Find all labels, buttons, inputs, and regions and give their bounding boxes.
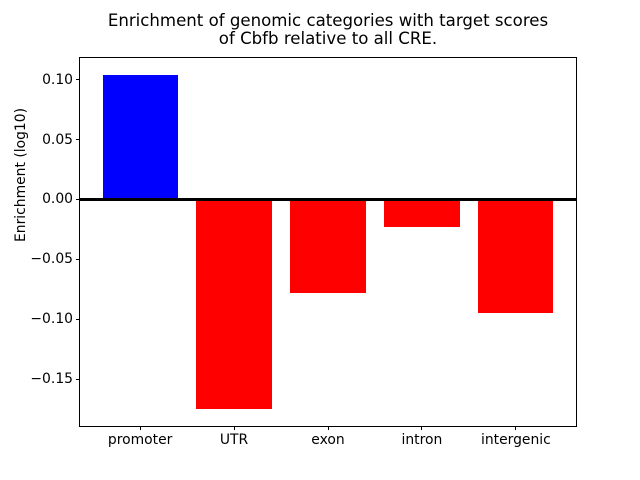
y-tick-mark (76, 258, 80, 260)
y-tick-label: −0.15 (30, 371, 73, 388)
plot-area (79, 57, 577, 427)
x-tick-mark (233, 426, 235, 430)
y-tick-label: −0.10 (30, 311, 73, 328)
x-tick-label: UTR (219, 432, 249, 448)
bar-exon (290, 199, 366, 293)
x-tick-label: exon (311, 432, 345, 448)
y-tick-mark (76, 139, 80, 140)
x-tick-mark (515, 426, 517, 430)
chart-title: Enrichment of genomic categories with ta… (107, 11, 549, 48)
y-tick-mark (76, 318, 80, 320)
bar-intron (384, 199, 460, 227)
y-tick-mark (76, 378, 80, 380)
x-tick-label: intergenic (480, 432, 551, 448)
bar-intergenic (478, 199, 554, 314)
x-tick-label: intron (401, 432, 443, 448)
x-tick-mark (421, 426, 423, 430)
y-tick-mark (76, 198, 80, 200)
y-tick-label: 0.05 (42, 131, 73, 148)
y-tick-label: −0.05 (30, 251, 73, 268)
y-tick-label: 0.10 (42, 71, 73, 88)
x-tick-label: promoter (107, 432, 173, 448)
bar-promoter (102, 74, 178, 200)
y-tick-label: 0.00 (42, 191, 73, 208)
x-tick-mark (327, 426, 329, 430)
x-tick-mark (139, 426, 141, 430)
bar-UTR (196, 199, 272, 410)
y-tick-mark (76, 79, 80, 81)
zero-line (80, 197, 576, 201)
